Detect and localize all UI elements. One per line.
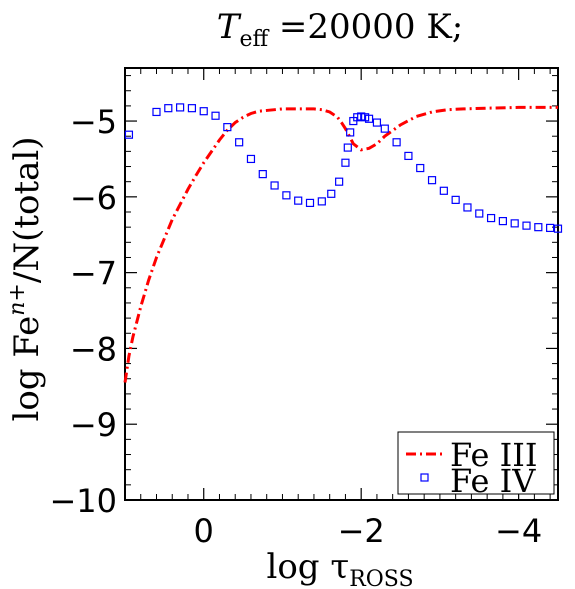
data-point-fe-iv [305, 198, 315, 208]
data-point-fe-iv [317, 197, 326, 206]
data-point-fe-iv [372, 118, 382, 127]
data-point-fe-iv [327, 189, 336, 198]
x-tick-label: −2 [338, 512, 385, 550]
data-point-fe-iv [282, 191, 291, 200]
series-layer [123, 103, 563, 383]
data-point-fe-iv [404, 151, 413, 161]
legend-label-fe-iii: Fe III [450, 436, 537, 474]
legend-label-fe-iv: Fe IV [450, 462, 536, 500]
data-point-fe-iv [416, 163, 425, 173]
data-point-fe-iv [498, 216, 507, 226]
x-axis-label-main: log τ [266, 547, 349, 587]
data-point-fe-iv [164, 104, 173, 113]
data-point-fe-iv [187, 104, 197, 113]
data-point-fe-iv [246, 154, 256, 164]
data-point-fe-iv [258, 170, 267, 179]
data-point-fe-iv [439, 186, 448, 195]
data-point-fe-iv [522, 221, 531, 230]
legend-box [397, 431, 555, 495]
y-axis-label-main: log Fe [7, 316, 47, 422]
chart-title-sub: eff [239, 27, 269, 52]
data-point-fe-iv [380, 124, 389, 133]
data-point-fe-iv [475, 209, 484, 218]
data-point-fe-iv [546, 223, 555, 233]
data-point-fe-iv [270, 181, 279, 190]
chart-title-prefix: T [217, 7, 242, 47]
data-point-fe-iv [486, 213, 496, 223]
chart-title: Teff =20000 K; [217, 7, 463, 52]
data-point-fe-iv [427, 176, 437, 185]
x-tick-label: 0 [194, 512, 214, 550]
x-axis-label-sub: ROSS [349, 567, 413, 589]
data-point-fe-iv [451, 195, 460, 204]
ticks-layer: −5 −6 −7 −8 −9 −10 0 −2 −4 [49, 68, 558, 550]
y-axis-label-sup: n+ [5, 283, 30, 316]
y-tick-label: −5 [70, 103, 117, 141]
legend: Fe III Fe IV [397, 431, 555, 500]
data-point-fe-iv [392, 138, 401, 147]
chart-title-suffix: =20000 K; [268, 7, 463, 47]
data-point-fe-iv [463, 203, 472, 212]
data-point-fe-iv [335, 177, 344, 186]
data-point-fe-iv [346, 128, 355, 137]
x-axis-label: log τROSS [266, 547, 413, 589]
data-point-fe-iv [235, 138, 244, 147]
data-point-fe-iv [124, 130, 134, 139]
data-point-fe-iv [199, 107, 208, 116]
data-point-fe-iv [364, 114, 374, 123]
y-tick-label: −9 [70, 406, 117, 444]
data-point-fe-iv [341, 158, 350, 167]
legend-swatch-fe-iv [420, 473, 429, 482]
plot-frame [124, 67, 559, 501]
y-tick-label: −10 [49, 482, 117, 520]
data-point-fe-iv [211, 111, 220, 120]
y-axis-label-suffix: /N(total) [7, 136, 47, 283]
data-point-fe-iv [343, 143, 352, 152]
data-point-fe-iv [294, 196, 303, 205]
x-tick-label: −4 [495, 512, 542, 550]
data-point-fe-iv [553, 224, 563, 233]
data-point-fe-iv [223, 123, 232, 132]
y-tick-label: −7 [70, 255, 117, 293]
data-point-fe-iv [176, 103, 185, 112]
y-tick-label: −6 [70, 179, 117, 217]
y-tick-label: −8 [70, 330, 117, 368]
data-point-fe-iv [152, 107, 161, 117]
series-line-fe-iii [123, 105, 558, 383]
data-point-fe-iv [534, 223, 543, 232]
data-point-fe-iv [510, 219, 519, 228]
y-axis-label: log Fen+/N(total) [5, 136, 47, 421]
